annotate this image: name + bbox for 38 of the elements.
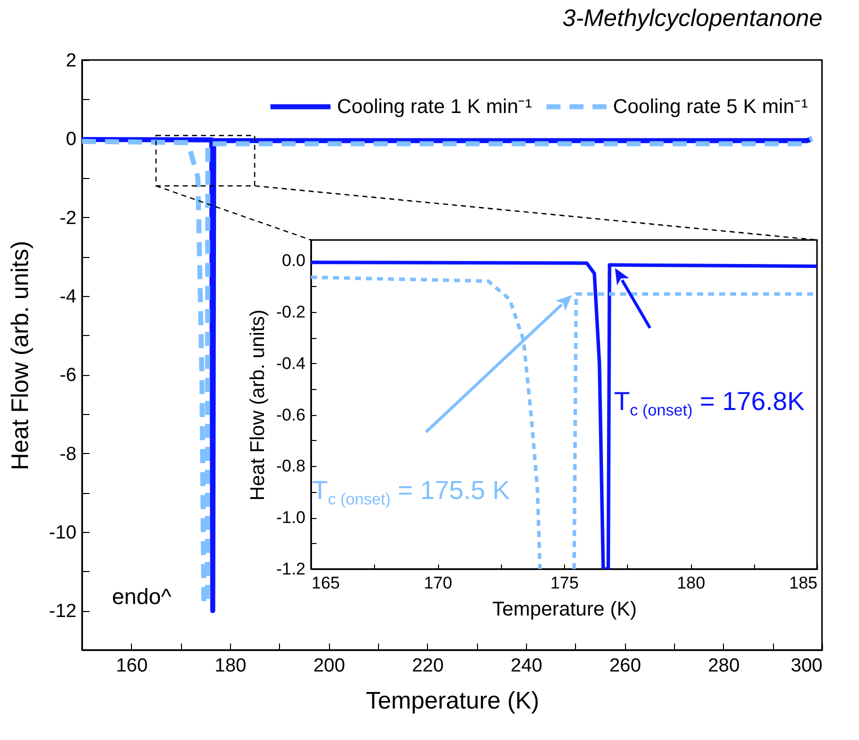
y-axis-title: Heat Flow (arb. units) [7, 240, 34, 470]
annotation: T$_{c (onset)}$ = 176.8K [614, 386, 805, 421]
y-tick-label: -2 [60, 208, 76, 229]
y-tick-label: -12 [49, 601, 76, 622]
legend-label: Cooling rate 1 K min⁻¹ [337, 96, 532, 118]
y-tick-label: -0.2 [276, 302, 306, 322]
y-tick-label: -4 [60, 286, 77, 308]
x-tick-label: 175 [550, 574, 579, 592]
y-tick-label: -8 [60, 444, 76, 465]
x-tick-label: 200 [313, 656, 346, 676]
x-axis-title: Temperature (K) [366, 688, 540, 714]
y-tick-label: -0.4 [276, 354, 306, 373]
x-tick-label: 180 [676, 574, 706, 592]
x-tick-label: 165 [312, 574, 340, 592]
x-tick-label: 280 [708, 656, 740, 676]
y-tick-label: -1.2 [276, 560, 306, 578]
x-tick-label: 300 [790, 656, 822, 676]
y-tick-label: -0.8 [276, 456, 306, 476]
y-tick-label: -0.6 [276, 405, 306, 424]
y-tick-label: 0 [66, 129, 76, 150]
y-tick-label: 0.0 [282, 251, 306, 270]
chart-title: 3-Methylcyclopentanone [562, 5, 822, 32]
x-tick-label: 220 [412, 656, 444, 676]
x-tick-label: 180 [214, 656, 246, 676]
x-tick-label: 160 [116, 656, 148, 676]
annotation: T$_{c (onset)}$ = 175.5 K [312, 475, 510, 510]
y-tick-label: 2 [66, 50, 76, 72]
annotation: endo^ [112, 584, 172, 610]
x-tick-label: 185 [789, 574, 818, 592]
y-tick-label: -1.0 [276, 508, 306, 528]
y-tick-label: -10 [49, 522, 76, 544]
legend-label: Cooling rate 5 K min⁻¹ [613, 96, 808, 118]
x-tick-label: 240 [510, 656, 542, 676]
y-axis-title: Heat Flow (arb. units) [247, 309, 270, 501]
x-tick-label: 260 [609, 656, 642, 676]
x-tick-label: 170 [424, 574, 452, 592]
y-tick-label: -6 [60, 365, 76, 386]
x-axis-title: Temperature (K) [492, 598, 637, 620]
